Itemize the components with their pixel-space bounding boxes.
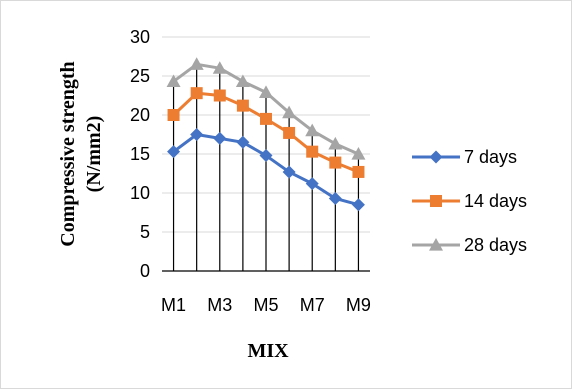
x-axis-title: MIX — [247, 340, 289, 362]
data-point — [191, 87, 203, 99]
x-tick-label: M3 — [207, 295, 232, 315]
y-tick-label: 5 — [140, 222, 150, 242]
x-tick-label: M9 — [346, 295, 371, 315]
data-point — [237, 100, 249, 112]
legend-label: 28 days — [464, 235, 527, 255]
legend-label: 14 days — [464, 191, 527, 211]
y-axis-title-line2: (N/mm2) — [83, 116, 105, 193]
data-point — [306, 146, 318, 158]
legend-label: 7 days — [464, 147, 517, 167]
data-point — [168, 109, 180, 121]
y-tick-label: 0 — [140, 261, 150, 281]
legend-marker — [430, 195, 442, 207]
data-point — [352, 166, 364, 178]
data-point — [329, 157, 341, 169]
y-tick-label: 15 — [130, 144, 150, 164]
x-tick-label: M7 — [300, 295, 325, 315]
y-tick-label: 30 — [130, 27, 150, 47]
data-point — [214, 90, 226, 102]
y-tick-label: 25 — [130, 66, 150, 86]
y-axis-title-line1: Compressive strength — [57, 61, 79, 246]
data-point — [283, 127, 295, 139]
y-tick-label: 10 — [130, 183, 150, 203]
data-point — [260, 113, 272, 125]
x-tick-label: M5 — [253, 295, 278, 315]
x-tick-label: M1 — [161, 295, 186, 315]
y-tick-label: 20 — [130, 105, 150, 125]
